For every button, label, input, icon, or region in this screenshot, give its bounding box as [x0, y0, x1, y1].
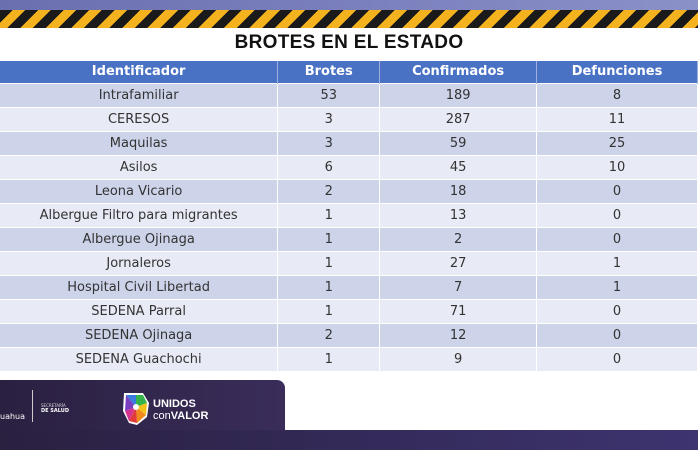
cell-defunciones: 0 — [536, 346, 698, 371]
col-brotes: Brotes — [277, 61, 381, 83]
col-identificador: Identificador — [0, 61, 279, 83]
cell-brotes: 1 — [277, 274, 381, 299]
cell-defunciones: 1 — [536, 250, 698, 275]
gobierno-logo: uahua — [0, 412, 26, 421]
cell-brotes: 3 — [277, 106, 381, 131]
con-text: con — [153, 410, 171, 422]
cell-identificador: SEDENA Ojinaga — [0, 322, 279, 347]
cell-defunciones: 0 — [536, 226, 698, 251]
cell-brotes: 1 — [277, 226, 381, 251]
cell-confirmados: 45 — [379, 154, 538, 179]
cell-identificador: Leona Vicario — [0, 178, 279, 203]
valor-text: VALOR — [170, 410, 209, 422]
cell-defunciones: 8 — [536, 82, 698, 107]
cell-brotes: 1 — [277, 250, 381, 275]
unidos-text: UNIDOS — [153, 398, 196, 410]
unidos-con-valor-logo: UNIDOS conVALOR — [153, 398, 208, 422]
table-row: Intrafamiliar 53 189 8 — [0, 82, 698, 107]
table-row: Asilos 6 45 10 — [0, 154, 698, 179]
cell-confirmados: 2 — [379, 226, 538, 251]
cell-identificador: Asilos — [0, 154, 279, 179]
cell-brotes: 1 — [277, 202, 381, 227]
cell-defunciones: 10 — [536, 154, 698, 179]
cell-confirmados: 27 — [379, 250, 538, 275]
table-row: Albergue Ojinaga 1 2 0 — [0, 226, 698, 251]
cell-brotes: 6 — [277, 154, 381, 179]
table-header: Identificador Brotes Confirmados Defunci… — [0, 61, 698, 83]
col-defunciones: Defunciones — [536, 61, 698, 83]
cell-brotes: 2 — [277, 322, 381, 347]
secretaria-salud-logo: SECRETARÍA DE SALUD — [41, 403, 69, 414]
cell-confirmados: 59 — [379, 130, 538, 155]
cell-defunciones: 25 — [536, 130, 698, 155]
cell-identificador: CERESOS — [0, 106, 279, 131]
cell-brotes: 1 — [277, 346, 381, 371]
cell-brotes: 2 — [277, 178, 381, 203]
cell-confirmados: 189 — [379, 82, 538, 107]
cell-defunciones: 0 — [536, 298, 698, 323]
cell-confirmados: 7 — [379, 274, 538, 299]
cell-brotes: 53 — [277, 82, 381, 107]
cell-defunciones: 1 — [536, 274, 698, 299]
salud-text: DE SALUD — [41, 408, 69, 414]
top-band — [0, 0, 698, 10]
cell-confirmados: 9 — [379, 346, 538, 371]
table-row: SEDENA Ojinaga 2 12 0 — [0, 322, 698, 347]
cell-identificador: Jornaleros — [0, 250, 279, 275]
table-row: CERESOS 3 287 11 — [0, 106, 698, 131]
cell-confirmados: 18 — [379, 178, 538, 203]
chihuahua-map-icon — [123, 393, 149, 425]
cell-identificador: Intrafamiliar — [0, 82, 279, 107]
col-confirmados: Confirmados — [379, 61, 538, 83]
outbreaks-table: Identificador Brotes Confirmados Defunci… — [0, 61, 698, 371]
cell-brotes: 3 — [277, 130, 381, 155]
cell-brotes: 1 — [277, 298, 381, 323]
cell-defunciones: 11 — [536, 106, 698, 131]
table-row: SEDENA Parral 1 71 0 — [0, 298, 698, 323]
caution-stripes — [0, 10, 698, 28]
cell-confirmados: 12 — [379, 322, 538, 347]
cell-identificador: Albergue Ojinaga — [0, 226, 279, 251]
cell-identificador: Hospital Civil Libertad — [0, 274, 279, 299]
cell-confirmados: 287 — [379, 106, 538, 131]
table-row: Hospital Civil Libertad 1 7 1 — [0, 274, 698, 299]
cell-identificador: Albergue Filtro para migrantes — [0, 202, 279, 227]
cell-defunciones: 0 — [536, 178, 698, 203]
cell-defunciones: 0 — [536, 202, 698, 227]
secretaria-text: SECRETARÍA — [41, 403, 66, 408]
table-row: SEDENA Guachochi 1 9 0 — [0, 346, 698, 371]
cell-identificador: SEDENA Parral — [0, 298, 279, 323]
cell-defunciones: 0 — [536, 322, 698, 347]
cell-identificador: Maquilas — [0, 130, 279, 155]
table-row: Albergue Filtro para migrantes 1 13 0 — [0, 202, 698, 227]
divider — [32, 390, 33, 422]
cell-identificador: SEDENA Guachochi — [0, 346, 279, 371]
table-row: Leona Vicario 2 18 0 — [0, 178, 698, 203]
page-title: BROTES EN EL ESTADO — [234, 32, 464, 53]
table-row: Jornaleros 1 27 1 — [0, 250, 698, 275]
bottom-band — [0, 430, 698, 450]
cell-confirmados: 13 — [379, 202, 538, 227]
table-row: Maquilas 3 59 25 — [0, 130, 698, 155]
cell-confirmados: 71 — [379, 298, 538, 323]
